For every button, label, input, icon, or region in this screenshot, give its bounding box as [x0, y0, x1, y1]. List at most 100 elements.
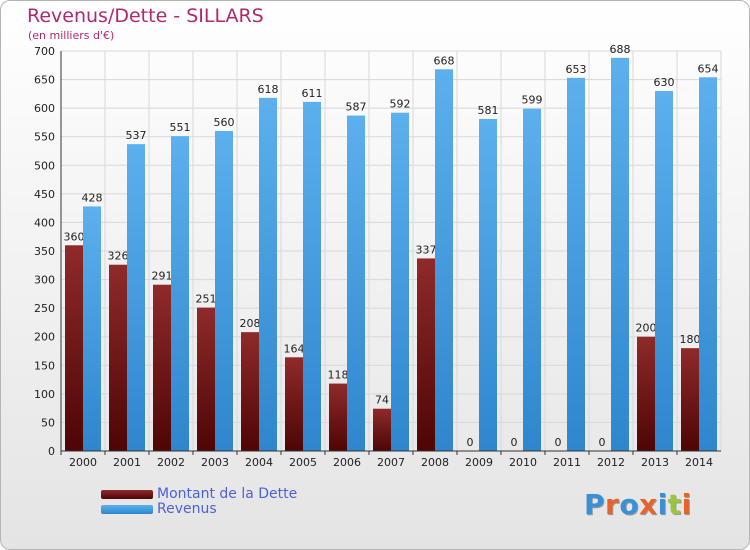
bar-revenus	[479, 119, 497, 451]
x-tick-label: 2008	[421, 456, 449, 469]
data-label-revenus: 630	[654, 76, 675, 89]
bar-revenus	[259, 97, 277, 451]
proxiti-logo: Proxiti	[584, 488, 692, 521]
data-label-dette: 0	[511, 436, 518, 449]
data-label-dette: 200	[636, 322, 657, 335]
data-label-dette: 208	[240, 317, 261, 330]
logo-letter: o	[619, 488, 640, 521]
data-label-dette: 164	[284, 342, 305, 355]
data-label-revenus: 611	[302, 87, 323, 100]
y-tick-label: 300	[34, 274, 55, 287]
bars: 360 428 326 537 291 551 251 560 208 618 164 611 118 5…	[64, 43, 719, 452]
data-label-revenus: 688	[610, 43, 631, 56]
data-label-dette: 0	[467, 436, 474, 449]
logo-letter: i	[681, 488, 692, 521]
x-tick-label: 2011	[553, 456, 581, 469]
data-label-revenus: 599	[522, 94, 543, 107]
bar-dette	[681, 348, 699, 451]
logo-letter: P	[584, 488, 606, 521]
y-tick-label: 550	[34, 131, 55, 144]
bar-revenus	[523, 108, 541, 451]
data-label-revenus: 653	[566, 63, 587, 76]
data-label-revenus: 668	[434, 54, 455, 67]
x-tick-label: 2012	[597, 456, 625, 469]
x-tick-label: 2010	[509, 456, 537, 469]
bar-dette	[417, 258, 435, 451]
data-label-dette: 326	[108, 250, 129, 263]
legend-swatch-revenus	[101, 505, 153, 514]
data-label-revenus: 592	[390, 98, 411, 111]
bar-dette	[153, 284, 171, 451]
data-label-dette: 74	[375, 394, 389, 407]
bar-dette	[241, 332, 259, 451]
legend-label-revenus: Revenus	[157, 501, 217, 517]
y-tick-label: 200	[34, 331, 55, 344]
x-tick-label: 2003	[201, 456, 229, 469]
y-tick-label: 500	[34, 159, 55, 172]
data-label-revenus: 560	[214, 116, 235, 129]
bar-dette	[109, 264, 127, 451]
x-tick-label: 2007	[377, 456, 405, 469]
x-tick-label: 2001	[113, 456, 141, 469]
y-tick-label: 150	[34, 359, 55, 372]
x-tick-label: 2000	[69, 456, 97, 469]
y-tick-label: 50	[41, 416, 55, 429]
data-label-dette: 118	[328, 369, 349, 382]
data-label-dette: 360	[64, 230, 85, 243]
logo-letter: t	[667, 488, 682, 521]
bar-revenus	[83, 206, 101, 451]
legend-label-dette: Montant de la Dette	[157, 486, 298, 502]
bar-dette	[285, 357, 303, 451]
x-tick-label: 2006	[333, 456, 361, 469]
y-tick-label: 700	[34, 45, 55, 58]
data-label-revenus: 581	[478, 104, 499, 117]
bar-revenus	[171, 136, 189, 451]
data-label-dette: 251	[196, 293, 217, 306]
bar-revenus	[699, 77, 717, 452]
bar-dette	[373, 408, 391, 451]
y-tick-label: 0	[48, 445, 55, 458]
bar-revenus	[567, 77, 585, 451]
y-tick-label: 250	[34, 302, 55, 315]
y-tick-label: 600	[34, 102, 55, 115]
bar-revenus	[611, 57, 629, 451]
legend-swatch-dette	[101, 490, 153, 499]
logo-letter: r	[605, 488, 620, 521]
x-tick-label: 2013	[641, 456, 669, 469]
data-label-dette: 0	[555, 436, 562, 449]
logo-letter: i	[657, 488, 668, 521]
bar-revenus	[347, 115, 365, 452]
bar-revenus	[303, 101, 321, 451]
y-tick-label: 450	[34, 188, 55, 201]
x-tick-label: 2004	[245, 456, 273, 469]
data-label-revenus: 618	[258, 83, 279, 96]
data-label-revenus: 587	[346, 101, 367, 114]
bar-revenus	[391, 112, 409, 451]
bar-dette	[197, 307, 215, 451]
axes: 0 50 100 150 200 250 300 350 400 450 500 550 600 650 7…	[34, 45, 721, 469]
data-label-revenus: 654	[698, 62, 719, 75]
x-tick-label: 2014	[685, 456, 713, 469]
bar-dette	[65, 245, 83, 451]
bar-dette	[329, 383, 347, 451]
data-label-dette: 180	[680, 333, 701, 346]
bar-revenus	[127, 144, 145, 451]
bar-revenus	[655, 91, 673, 451]
x-tick-label: 2009	[465, 456, 493, 469]
bar-dette	[637, 336, 655, 451]
chart-subtitle: (en milliers d'€)	[28, 29, 115, 42]
bar-revenus	[435, 69, 453, 452]
bar-revenus	[215, 131, 233, 451]
y-tick-label: 400	[34, 216, 55, 229]
logo-letter: x	[639, 488, 658, 521]
x-tick-label: 2002	[157, 456, 185, 469]
data-label-dette: 0	[599, 436, 606, 449]
data-label-dette: 291	[152, 270, 173, 283]
data-label-revenus: 537	[126, 129, 147, 142]
y-tick-label: 350	[34, 245, 55, 258]
chart-title: Revenus/Dette - SILLARS	[27, 5, 264, 27]
x-tick-label: 2005	[289, 456, 317, 469]
data-label-revenus: 551	[170, 121, 191, 134]
